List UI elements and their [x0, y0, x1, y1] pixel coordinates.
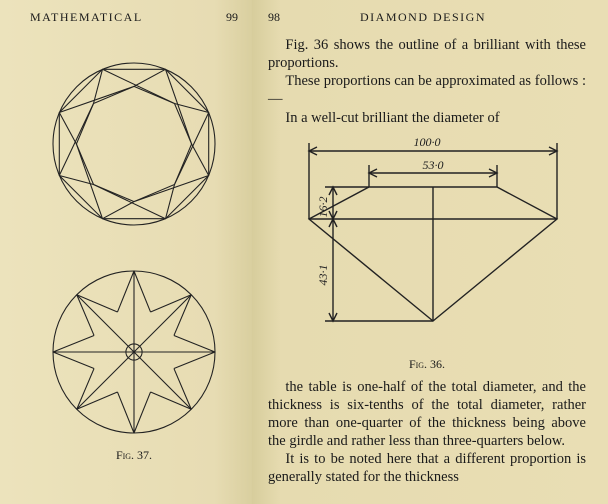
running-head-left: MATHEMATICAL 99: [30, 10, 238, 28]
dim-pavilion-depth: 43·1: [316, 264, 330, 285]
body-text-bottom: the table is one-half of the total diame…: [268, 378, 586, 487]
running-title-left: MATHEMATICAL: [30, 10, 143, 25]
para3: In a well-cut brilliant the diameter of: [268, 109, 586, 127]
fig36-caption: Fig. 36.: [277, 357, 577, 372]
book-spread: MATHEMATICAL 99: [0, 0, 608, 504]
dim-table-width: 53·0: [423, 158, 444, 172]
body-text-top: Fig. 36 shows the outline of a brilliant…: [268, 36, 586, 127]
page-number-right: 98: [268, 10, 280, 25]
page-number-left: 99: [226, 10, 238, 25]
para5: It is to be noted here that a different …: [268, 450, 586, 486]
running-head-right: 98 DIAMOND DESIGN: [268, 10, 586, 28]
para1: Fig. 36 shows the outline of a brilliant…: [268, 36, 586, 72]
dim-total-width: 100·0: [414, 135, 441, 149]
page-left: MATHEMATICAL 99: [0, 0, 252, 504]
dim-crown-height: 16·2: [316, 196, 330, 217]
fig37-top-view: [44, 54, 224, 234]
para4: the table is one-half of the total diame…: [268, 378, 586, 451]
fig37-bottom-view: [44, 262, 224, 442]
fig37-diagrams: Fig. 37.: [30, 54, 238, 463]
running-title-right: DIAMOND DESIGN: [360, 10, 486, 25]
fig37-caption: Fig. 37.: [116, 448, 152, 463]
para2: These proportions can be approximated as…: [268, 72, 586, 108]
fig36-diagram: 100·0 53·0 16·2 43·1 Fig. 36.: [277, 131, 577, 372]
page-right: 98 DIAMOND DESIGN Fig. 36 shows the outl…: [252, 0, 608, 504]
